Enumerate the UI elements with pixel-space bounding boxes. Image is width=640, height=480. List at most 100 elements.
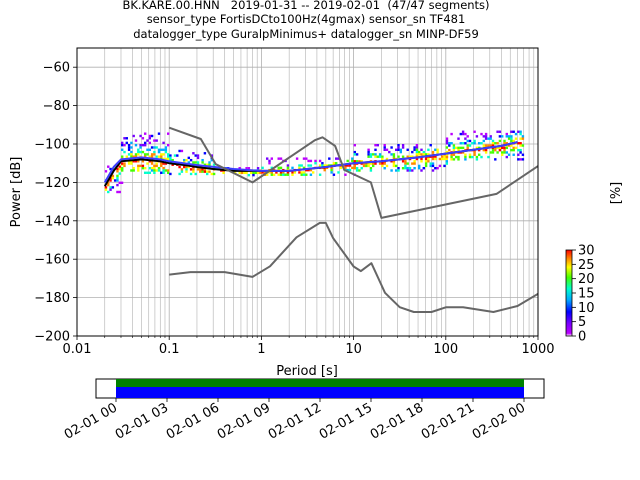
density-cell — [238, 171, 241, 175]
density-cell — [519, 148, 522, 152]
density-cell — [406, 155, 409, 158]
density-cell — [160, 148, 163, 151]
density-cell — [346, 168, 349, 172]
density-cell — [468, 153, 472, 156]
density-cell — [162, 141, 165, 145]
density-cell — [424, 160, 428, 163]
density-cell — [153, 150, 156, 154]
density-cell — [510, 139, 513, 143]
density-cell — [496, 146, 499, 150]
density-cell — [521, 137, 525, 140]
density-cell — [312, 171, 315, 174]
density-cell — [431, 169, 435, 172]
density-cell — [153, 166, 156, 170]
density-cell — [123, 164, 126, 168]
density-cell — [406, 148, 409, 151]
density-cell — [406, 162, 409, 165]
density-cell — [468, 155, 472, 159]
density-cell — [381, 157, 384, 161]
density-cell — [323, 168, 326, 172]
density-cell — [189, 168, 193, 171]
density-cell — [429, 155, 432, 158]
density-cell — [169, 156, 172, 160]
density-cell — [148, 155, 151, 158]
density-cell — [487, 144, 490, 147]
density-cell — [176, 154, 179, 157]
density-cell — [457, 148, 460, 152]
density-cell — [116, 174, 119, 178]
density-cell — [153, 171, 156, 174]
density-cell — [464, 137, 467, 140]
density-cell — [141, 137, 145, 140]
density-cell — [448, 144, 451, 147]
density-cell — [392, 155, 396, 158]
time-tick-label: 02-01 06 — [164, 400, 222, 442]
density-cell — [104, 186, 108, 189]
density-cell — [302, 166, 306, 170]
title-line-3: datalogger_type GuralpMinimus+ datalogge… — [133, 27, 479, 41]
density-cell — [452, 148, 456, 152]
density-cell — [519, 158, 522, 161]
density-cell — [505, 132, 508, 136]
density-cell — [282, 171, 285, 174]
density-cell — [415, 144, 419, 147]
density-cell — [314, 159, 317, 163]
density-cell — [192, 152, 195, 155]
density-cell — [360, 160, 363, 163]
density-cell — [123, 150, 126, 154]
density-cell — [415, 146, 419, 149]
density-cell — [180, 149, 184, 153]
density-cell — [480, 142, 483, 145]
density-cell — [489, 144, 492, 147]
density-cell — [452, 158, 456, 161]
density-cell — [143, 171, 147, 174]
density-cell — [286, 171, 290, 174]
density-cell — [146, 162, 149, 165]
density-cell — [206, 163, 209, 166]
density-cell — [457, 158, 460, 161]
density-cell — [501, 135, 504, 138]
density-cell — [424, 157, 428, 161]
density-cell — [270, 157, 273, 160]
density-cell — [139, 164, 142, 168]
density-cell — [201, 170, 204, 173]
density-cell — [187, 165, 190, 169]
density-cell — [157, 150, 161, 154]
density-cell — [498, 139, 502, 143]
density-cell — [164, 148, 168, 151]
density-cell — [461, 132, 465, 136]
density-cell — [498, 135, 502, 138]
density-cell — [146, 171, 149, 174]
density-cell — [457, 155, 460, 159]
density-cell — [141, 164, 145, 168]
density-cell — [512, 139, 515, 143]
density-cell — [521, 144, 525, 147]
density-cell — [401, 144, 405, 147]
density-cell — [116, 190, 119, 194]
density-cell — [395, 148, 398, 151]
density-cell — [351, 157, 354, 160]
density-cell — [143, 166, 147, 170]
colorbar-label: [%] — [609, 182, 624, 205]
density-cell — [157, 148, 161, 151]
density-cell — [180, 168, 184, 171]
density-cell — [137, 160, 140, 163]
density-cell — [130, 162, 133, 165]
density-cell — [353, 153, 356, 156]
density-cell — [279, 166, 283, 170]
density-cell — [157, 166, 161, 170]
density-cell — [365, 162, 368, 165]
colorbar-tick-label: 20 — [578, 272, 595, 287]
density-cell — [397, 146, 400, 149]
density-cell — [397, 155, 400, 158]
density-cell — [146, 153, 149, 156]
density-cell — [383, 146, 386, 149]
density-cell — [471, 142, 474, 145]
density-cell — [441, 155, 444, 158]
density-cell — [120, 166, 124, 170]
density-cell — [482, 148, 485, 152]
density-cell — [118, 181, 121, 184]
density-cell — [245, 167, 248, 170]
density-cell — [134, 153, 138, 156]
density-cell — [383, 167, 386, 170]
